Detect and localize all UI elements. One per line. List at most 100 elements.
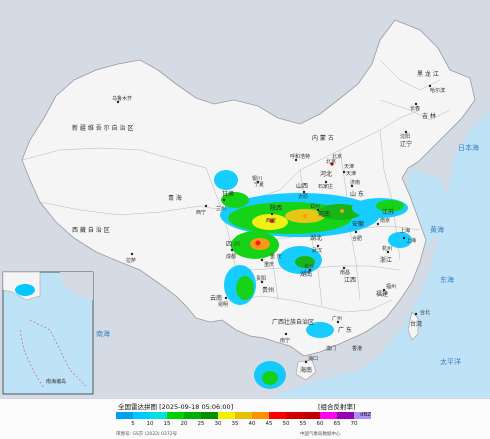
legend-swatch [201, 412, 218, 419]
ocean-area [270, 110, 490, 398]
china-radar-map: 南海诸岛 黑 龙 江 吉 林 辽宁 内 蒙 古 北京 天津 河北 山西 山 东 … [0, 0, 490, 398]
legend-ticks: 5 10 15 20 25 30 35 40 45 50 55 60 65 70 [116, 421, 416, 429]
city-label: 贵阳 [256, 275, 266, 282]
province-label: 河南 [318, 210, 330, 218]
city-label: 天津 [346, 170, 356, 177]
province-labels: 黑 龙 江 吉 林 辽宁 内 蒙 古 北京 天津 河北 山西 山 东 河南 陕西… [72, 70, 439, 374]
radar-echoes [214, 170, 412, 389]
province-label: 新 疆 维 吾 尔 自 治 区 [72, 124, 133, 132]
city-label: 西宁 [196, 209, 206, 216]
city-label: 银川 [252, 175, 262, 182]
city-label: 拉萨 [126, 257, 136, 264]
city-label: 兰州 [216, 205, 226, 212]
legend-product: [组合反射率] [318, 403, 356, 411]
city-label: 北京 [326, 158, 336, 165]
legend-swatch [218, 412, 235, 419]
province-label: 山 东 [350, 190, 364, 198]
inset-sea-label: 南海诸岛 [46, 378, 66, 385]
city-label: 南昌 [340, 269, 350, 276]
province-label: 江西 [344, 277, 356, 284]
legend-swatch [184, 412, 201, 419]
province-label: 吉 林 [422, 112, 436, 120]
legend-tick-label: 45 [265, 421, 273, 427]
province-label: 辽宁 [400, 140, 412, 148]
city-label: 西安 [266, 217, 276, 224]
city-label: 长春 [410, 105, 420, 112]
province-label: 陕西 [270, 204, 282, 212]
province-label: 北京 [332, 153, 342, 160]
city-label: 海口 [308, 355, 318, 362]
province-label: 天津 [344, 163, 354, 170]
sea-label: 黄海 [430, 225, 444, 234]
city-markers: 乌鲁木齐 哈尔滨 长春 沈阳 呼和浩特 北京 天津 石家庄 太原 济南 郑州 西… [112, 84, 445, 364]
legend-tick-label: 50 [282, 421, 290, 427]
city-label: 南宁 [280, 337, 290, 344]
legend-swatch [337, 412, 354, 419]
province-label: 上海 [400, 227, 410, 234]
province-label: 湖北 [310, 234, 322, 242]
legend-swatch [303, 412, 320, 419]
taiwan-island [407, 311, 419, 341]
city-label: 郑州 [310, 203, 320, 210]
city-label: 福州 [386, 283, 396, 290]
city-label: 太原 [298, 193, 308, 200]
legend-tick-label: 40 [248, 421, 256, 427]
province-label: 重 庆 [270, 253, 282, 260]
city-label: 长沙 [304, 263, 314, 270]
legend-tick-label: 10 [146, 421, 154, 427]
city-label: 昆明 [218, 302, 228, 308]
city-label: 合肥 [352, 235, 362, 242]
legend-tick-label: 20 [180, 421, 188, 427]
sea-label: 太平洋 [440, 357, 461, 366]
province-label: 甘肃 [222, 190, 234, 198]
legend-tick-label: 15 [163, 421, 171, 427]
legend-swatch [150, 412, 167, 419]
legend-swatch [252, 412, 269, 419]
legend-swatch [269, 412, 286, 419]
south-china-sea-inset: 南海诸岛 [2, 271, 94, 395]
legend-swatch [133, 412, 150, 419]
province-label: 浙江 [380, 256, 392, 264]
city-label: 沈阳 [400, 133, 410, 140]
province-label: 香港 [352, 345, 362, 352]
province-label: 山西 [296, 182, 308, 190]
legend-tick-label: 30 [214, 421, 222, 427]
province-label: 贵州 [262, 286, 274, 294]
city-label: 杭州 [382, 245, 392, 252]
legend-tick-label: 60 [316, 421, 324, 427]
city-label: 台北 [420, 309, 430, 316]
sea-label: 日本海 [458, 143, 479, 152]
city-label: 乌鲁木齐 [112, 95, 132, 102]
province-label: 海南 [300, 366, 312, 374]
sea-label: 南海 [96, 329, 110, 338]
legend-tick-label: 5 [131, 421, 135, 427]
city-label: 南京 [380, 217, 390, 224]
province-label: 内 蒙 古 [312, 134, 334, 142]
radar-legend: 全国雷达拼图 [2025-09-18 05:06:00] [组合反射率] dBZ… [0, 398, 490, 439]
province-label: 云南 [210, 294, 222, 302]
legend-swatch [116, 412, 133, 419]
city-label: 重庆 [264, 261, 274, 268]
province-label: 江苏 [382, 208, 394, 216]
china-mainland [21, 19, 476, 357]
sea-label: 东海 [440, 275, 454, 284]
legend-swatch [354, 412, 371, 419]
legend-color-bar [116, 412, 371, 419]
city-label: 呼和浩特 [290, 153, 310, 160]
legend-tick-label: 35 [231, 421, 239, 427]
province-label: 西 藏 自 治 区 [72, 226, 110, 234]
sea-labels: 日本海 黄海 东海 太平洋 南海 [96, 143, 479, 366]
province-label: 广西壮族自治区 [272, 318, 314, 326]
province-label: 宁夏 [254, 181, 264, 188]
city-label: 广州 [332, 315, 342, 322]
legend-review-number: 审图号: GS京 (2022) 0372号 [116, 432, 178, 437]
legend-title: 全国雷达拼图 [2025-09-18 05:06:00] [118, 403, 234, 411]
city-label: 成都 [226, 253, 236, 260]
hainan-island [295, 359, 317, 381]
province-label: 河北 [320, 170, 332, 178]
legend-swatch [320, 412, 337, 419]
city-label: 济南 [350, 179, 360, 186]
legend-unit: dBZ [360, 412, 372, 418]
legend-tick-label: 55 [299, 421, 307, 427]
